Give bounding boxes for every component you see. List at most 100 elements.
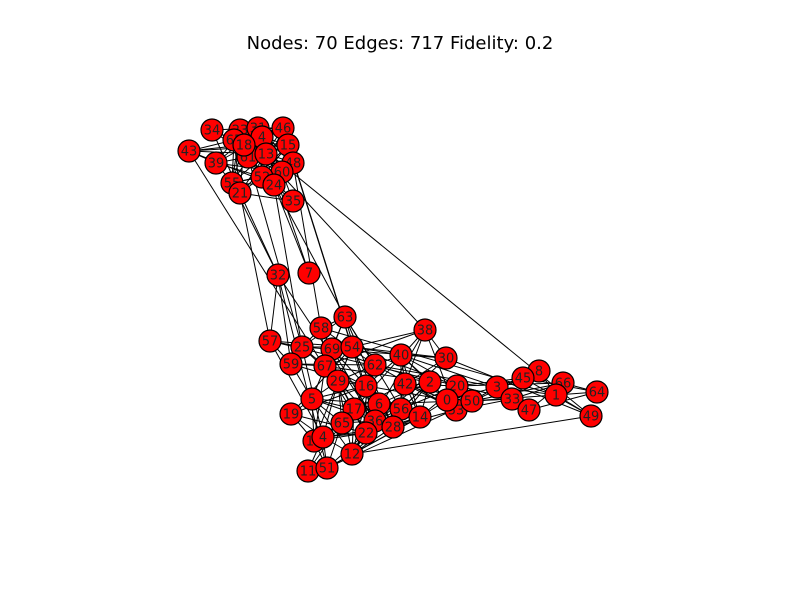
graph-node: 32 <box>266 263 290 287</box>
node-label: 11 <box>300 465 317 480</box>
graph-edge <box>273 184 310 274</box>
graph-node: 50 <box>460 389 484 413</box>
node-label: 34 <box>204 124 221 139</box>
node-circle <box>418 370 442 394</box>
node-circle <box>313 354 337 378</box>
node-circle <box>585 380 609 404</box>
graph-node: 7 <box>297 261 321 285</box>
node-label: 22 <box>358 427 375 442</box>
node-label: 0 <box>443 394 451 409</box>
graph-node: 14 <box>408 405 432 429</box>
node-circle <box>177 139 201 163</box>
graph-node: 63 <box>333 305 357 329</box>
node-circle <box>363 353 387 377</box>
graph-node: 21 <box>228 181 252 205</box>
node-label: 1 <box>552 389 560 404</box>
node-label: 5 <box>308 393 316 408</box>
node-label: 62 <box>367 359 384 374</box>
node-label: 67 <box>317 360 334 375</box>
graph-node: 42 <box>393 372 417 396</box>
graph-node: 47 <box>517 398 541 422</box>
node-label: 8 <box>535 365 543 380</box>
node-label: 3 <box>493 381 501 396</box>
graph-node: 12 <box>340 442 364 466</box>
node-circle <box>279 402 303 426</box>
node-label: 43 <box>181 145 198 160</box>
node-label: 59 <box>283 358 300 373</box>
node-circle <box>326 369 350 393</box>
graph-edge <box>273 184 303 348</box>
graph-node: 18 <box>232 133 256 157</box>
node-circle <box>254 142 278 166</box>
node-circle <box>258 329 282 353</box>
node-label: 54 <box>344 341 361 356</box>
graph-node: 5 <box>300 387 324 411</box>
graph-node: 4 <box>311 425 335 449</box>
graph-node: 40 <box>389 343 413 367</box>
graph-edge <box>239 192 271 342</box>
node-label: 35 <box>285 195 302 210</box>
graph-node: 64 <box>585 380 609 404</box>
node-circle <box>517 398 541 422</box>
node-circle <box>500 387 524 411</box>
node-circle <box>297 261 321 285</box>
graph-node: 35 <box>281 189 305 213</box>
node-label: 25 <box>294 341 311 356</box>
graph-node: 25 <box>290 335 314 359</box>
node-circle <box>290 335 314 359</box>
node-circle <box>408 405 432 429</box>
graph-node: 45 <box>511 366 535 390</box>
graph-node: 19 <box>279 402 303 426</box>
node-circle <box>460 389 484 413</box>
node-label: 63 <box>337 311 354 326</box>
node-circle <box>262 173 286 197</box>
graph-edge <box>351 415 592 455</box>
node-label: 29 <box>330 375 347 390</box>
node-label: 46 <box>275 122 292 137</box>
graph-edge <box>400 354 498 388</box>
node-label: 6 <box>375 398 383 413</box>
node-circle <box>354 374 378 398</box>
node-label: 47 <box>521 404 538 419</box>
graph-node: 57 <box>258 329 282 353</box>
node-label: 18 <box>236 139 253 154</box>
graph-node: 65 <box>330 411 354 435</box>
graph-node: 51 <box>315 456 339 480</box>
node-circle <box>300 387 324 411</box>
node-label: 21 <box>232 187 249 202</box>
node-circle <box>228 181 252 205</box>
node-circle <box>333 305 357 329</box>
node-circle <box>381 415 405 439</box>
node-circle <box>311 425 335 449</box>
node-circle <box>204 151 228 175</box>
node-label: 57 <box>262 335 279 350</box>
node-circle <box>281 189 305 213</box>
node-circle <box>579 404 603 428</box>
graph-node: 62 <box>363 353 387 377</box>
graph-node: 54 <box>340 335 364 359</box>
graph-node: 0 <box>435 388 459 412</box>
graph-node: 2 <box>418 370 442 394</box>
node-label: 69 <box>324 343 341 358</box>
node-label: 45 <box>515 372 532 387</box>
node-label: 49 <box>583 410 600 425</box>
graph-node: 59 <box>279 352 303 376</box>
node-label: 15 <box>280 139 297 154</box>
node-label: 39 <box>208 157 225 172</box>
node-label: 64 <box>589 386 606 401</box>
node-circle <box>434 346 458 370</box>
node-label: 32 <box>270 269 287 284</box>
node-circle <box>309 316 333 340</box>
graph-node: 29 <box>326 369 350 393</box>
node-label: 42 <box>397 378 414 393</box>
graph-title: Nodes: 70 Edges: 717 Fidelity: 0.2 <box>246 33 554 54</box>
node-label: 33 <box>504 393 521 408</box>
node-circle <box>393 372 417 396</box>
graph-node: 58 <box>309 316 333 340</box>
node-circle <box>330 411 354 435</box>
node-layer: 3423314665415433961486052552135327633858… <box>177 116 609 483</box>
graph-node: 49 <box>579 404 603 428</box>
node-label: 58 <box>313 322 330 337</box>
node-circle <box>232 133 256 157</box>
